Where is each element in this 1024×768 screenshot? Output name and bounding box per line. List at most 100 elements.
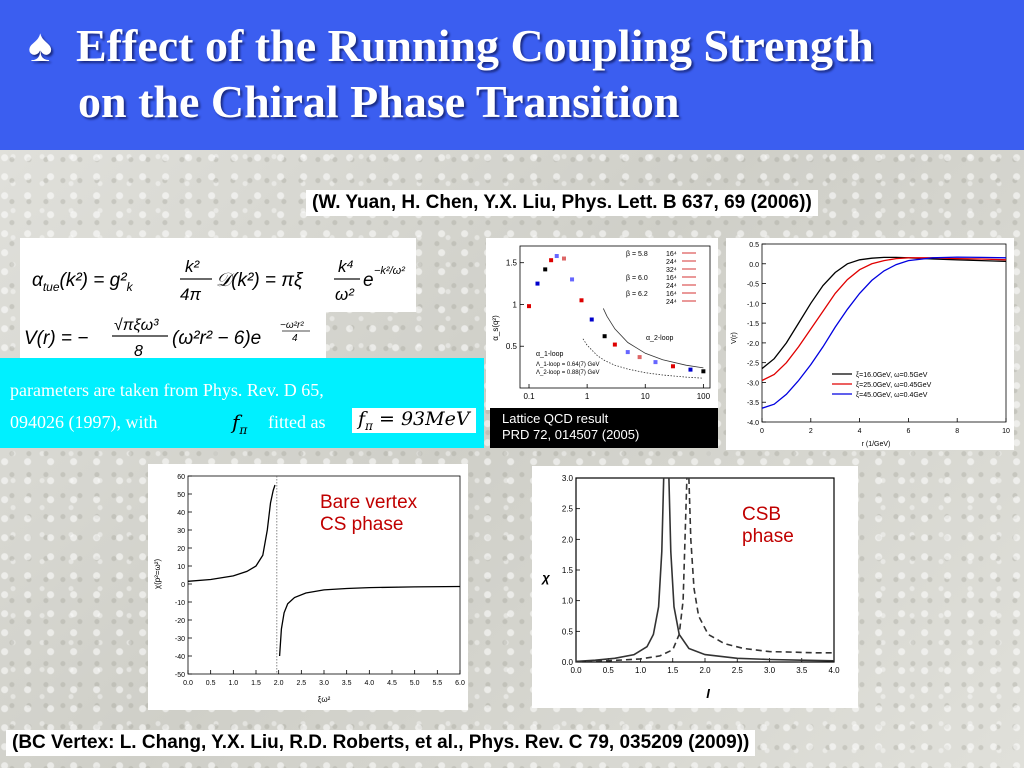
f-pi-value: fπ = 93MeV [352, 408, 476, 433]
y-tick-label: 0.0 [562, 658, 574, 667]
svg-text:4π: 4π [180, 285, 201, 304]
svg-text:(ω²r² − 6)e: (ω²r² − 6)e [172, 328, 261, 349]
chi-csb-chart: 0.0 0.5 1.0 1.5 2.0 2.5 3.0 3.5 4.0 3.0 2.5 2.0 1.5 1… [532, 466, 858, 708]
y-tick-label: 1 [513, 300, 518, 309]
legend-lattice: 24⁴ [666, 299, 677, 306]
lattice-caption-line-1: Lattice QCD result [502, 411, 609, 426]
chi-solid-curve [668, 477, 835, 662]
legend-lattice: 16⁴ [666, 251, 677, 258]
legend-entry: ξ=25.0GeV, ω=0.45GeV [856, 382, 932, 389]
title-bar [0, 0, 1024, 150]
svg-text:e: e [363, 270, 374, 291]
reference-top: (W. Yuan, H. Chen, Y.X. Liu, Phys. Lett.… [306, 190, 818, 216]
data-point [602, 334, 607, 339]
x-tick-label: 10 [1002, 428, 1010, 435]
x-tick-label: 3.5 [796, 666, 808, 675]
y-axis-label: χ(p²=ω²) [153, 559, 162, 590]
y-tick-label: 50 [177, 492, 185, 499]
pi-subscript: π [239, 423, 248, 437]
y-tick-label: -3.0 [747, 380, 759, 387]
y-axis-label: χ [540, 570, 550, 585]
y-tick-label: 1.0 [562, 597, 574, 606]
y-tick-label: 2.5 [562, 505, 574, 514]
parameters-text-line-2: 094026 (1997), with [10, 412, 158, 432]
data-point [612, 342, 617, 347]
x-tick-label: 1 [585, 392, 590, 401]
legend-beta: β = 6.0 [626, 275, 648, 282]
series-line [761, 257, 1007, 382]
data-point [589, 317, 594, 322]
data-point [570, 277, 575, 282]
plot-frame [519, 245, 711, 389]
legend-entry: ξ=45.0GeV, ω=0.4GeV [856, 392, 928, 399]
x-tick-label: 6 [906, 428, 910, 435]
x-tick-label: 100 [697, 392, 711, 401]
y-tick-label: -20 [175, 618, 185, 625]
x-axis-label: r (1/GeV) [862, 441, 891, 448]
chi-dashed-curve [688, 477, 834, 654]
alpha-2-loop-curve [602, 308, 704, 369]
series-line [761, 256, 1007, 370]
x-tick-label: 4 [858, 428, 862, 435]
legend-lattice: 32⁴ [666, 267, 677, 274]
data-point [579, 298, 584, 303]
chi-solid-curve [575, 477, 665, 663]
x-tick-label: 2.0 [699, 666, 711, 675]
y-tick-label: -40 [175, 654, 185, 661]
data-point [637, 355, 642, 360]
data-point [527, 304, 532, 309]
x-axis-label: ξω² [318, 695, 331, 704]
f-pi-number: = 93MeV [378, 408, 470, 430]
svg-text:−ω²r²: −ω²r² [280, 320, 304, 331]
f-pi-symbol: fπ [232, 410, 247, 437]
x-tick-label: 2.5 [732, 666, 744, 675]
svg-text:−k²/ω²: −k²/ω² [374, 265, 405, 277]
x-tick-label: 2.5 [296, 680, 306, 687]
title-line-1: Effect of the Running Coupling Strength [76, 20, 874, 71]
data-point [688, 367, 693, 372]
data-point [535, 281, 540, 286]
x-tick-label: 5.5 [432, 680, 442, 687]
legend-lattice: 24⁴ [666, 283, 677, 290]
x-tick-label: 0.5 [603, 666, 615, 675]
parameters-text-line-1: parameters are taken from Phys. Rev. D 6… [10, 380, 324, 400]
y-tick-label: 20 [177, 546, 185, 553]
y-tick-label: 0.5 [506, 342, 518, 351]
legend-beta: β = 5.8 [626, 251, 648, 258]
y-tick-label: 40 [177, 510, 185, 517]
x-tick-label: 1.5 [667, 666, 679, 675]
chi-bare-vertex-chart: 0.0 0.5 1.0 1.5 2.0 2.5 3.0 3.5 4.0 4.5 5.0 5.5 6.0 6… [148, 464, 468, 710]
series-line [761, 256, 1007, 409]
chi-bare-svg: 0.0 0.5 1.0 1.5 2.0 2.5 3.0 3.5 4.0 4.5 5.0 5.5 6.0 6… [153, 474, 465, 704]
data-point [701, 369, 706, 374]
svg-text:ω²: ω² [335, 285, 355, 304]
alpha-equation: αtue(k²) = g²k k² 4π 𝒟(k²) = πξ k⁴ ω² e … [20, 238, 416, 312]
x-tick-label: 3.0 [764, 666, 776, 675]
lattice-alpha-chart: 0.1 1 10 100 0.5 1 1.5 α_s(q²) α_2-loop α_1-loop Λ… [486, 238, 718, 410]
data-point [670, 364, 675, 369]
y-tick-label: 2.0 [562, 535, 574, 544]
y-tick-label: 0.0 [749, 262, 759, 269]
y-tick-label: 3.0 [562, 474, 574, 483]
legend-entry: ξ=16.0GeV, ω=0.5GeV [856, 372, 928, 379]
title-line-2: on the Chiral Phase Transition [78, 76, 680, 127]
y-tick-label: 30 [177, 528, 185, 535]
svg-text:4: 4 [292, 333, 298, 344]
y-tick-label: -4.0 [747, 420, 759, 427]
data-point [653, 360, 658, 365]
x-tick-label: 4.5 [387, 680, 397, 687]
x-tick-label: 2 [809, 428, 813, 435]
alpha-equation-image: αtue(k²) = g²k k² 4π 𝒟(k²) = πξ k⁴ ω² e … [32, 257, 405, 304]
potential-equation-image: V(r) = − √πξω³ 8 (ω²r² − 6)e −ω²r² 4 [24, 317, 310, 360]
data-point [543, 267, 548, 272]
y-tick-label: 1.5 [562, 566, 574, 575]
x-tick-label: 5.0 [410, 680, 420, 687]
legend-lattice: 16⁴ [666, 275, 677, 282]
x-axis-label: I [706, 686, 710, 701]
y-tick-label: -1.0 [747, 301, 759, 308]
y-tick-label: -0.5 [747, 282, 759, 289]
y-tick-label: 10 [177, 564, 185, 571]
x-tick-label: 0.0 [183, 680, 193, 687]
x-tick-label: 3.0 [319, 680, 329, 687]
lambda-label: Λ_2-loop = 0.88(7) GeV [536, 370, 600, 376]
